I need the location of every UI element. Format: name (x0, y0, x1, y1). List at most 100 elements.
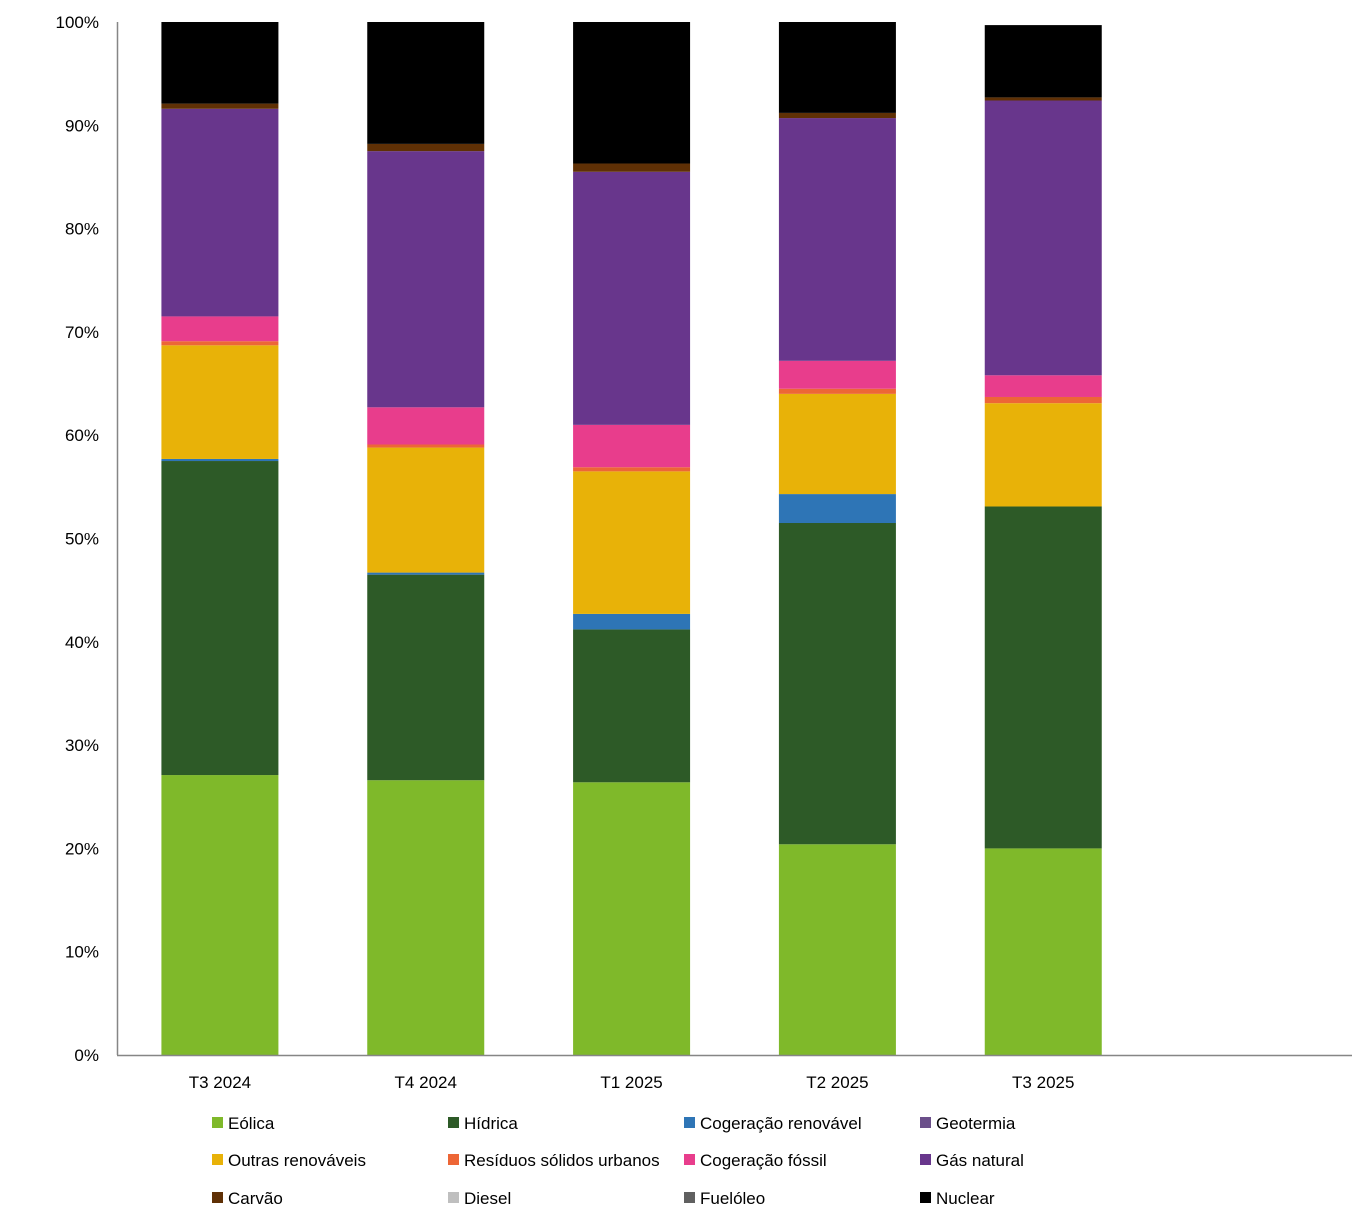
legend-swatch (920, 1192, 931, 1203)
legend-item: Carvão (212, 1189, 283, 1208)
bar-segment-cogeração-fóssil (573, 424, 691, 468)
legend-label: Outras renováveis (228, 1151, 366, 1170)
bar-segment-resíduos-sólidos-urbanos (161, 341, 279, 346)
bar-segment-gás-natural (161, 108, 279, 317)
bar-segment-outras-renováveis (573, 471, 691, 614)
bar-segment-hídrica (573, 629, 691, 783)
y-tick-label: 50% (65, 530, 99, 549)
legend-item: Cogeração fóssil (684, 1151, 827, 1170)
bar-segment-eólica (573, 782, 691, 1055)
legend-label: Nuclear (936, 1189, 995, 1208)
x-tick-label: T2 2025 (806, 1073, 868, 1092)
legend-label: Cogeração renovável (700, 1114, 862, 1133)
legend-item: Resíduos sólidos urbanos (448, 1151, 660, 1170)
x-tick-label: T3 2024 (189, 1073, 251, 1092)
x-tick-label: T4 2024 (395, 1073, 457, 1092)
bar-segment-eólica (367, 780, 485, 1055)
x-tick-label: T1 2025 (600, 1073, 662, 1092)
bar-segment-carvão (161, 103, 279, 109)
legend-swatch (448, 1192, 459, 1203)
legend-item: Fuelóleo (684, 1189, 765, 1208)
bar-segment-cogeração-fóssil (367, 407, 485, 445)
y-tick-label: 70% (65, 323, 99, 342)
bar-segment-outras-renováveis (161, 345, 279, 459)
bar-segment-eólica (161, 775, 279, 1055)
legend: Eólica Hídrica Cogeração renovável Geotermi… (212, 1114, 1024, 1208)
bar-segment-hídrica (367, 574, 485, 781)
bar-segment-outras-renováveis (778, 393, 896, 495)
bar-segment-hídrica (984, 506, 1102, 849)
bar-segment-gás-natural (573, 171, 691, 425)
legend-label: Fuelóleo (700, 1189, 765, 1208)
legend-item: Gás natural (920, 1151, 1024, 1170)
bar-segment-carvão (573, 163, 691, 172)
legend-label: Carvão (228, 1189, 283, 1208)
bar-segment-cogeração-fóssil (984, 375, 1102, 397)
bar-segment-eólica (778, 844, 896, 1055)
axes: T3 2024 T4 2024 T1 2025 T2 2025 T3 2025 0% 10%… (56, 13, 1352, 1092)
y-tick-label: 40% (65, 633, 99, 652)
bar-segment-cogeração-renovável (778, 494, 896, 524)
legend-item: Geotermia (920, 1114, 1016, 1133)
bar-segment-nuclear (984, 25, 1102, 98)
bar-segment-gás-natural (984, 100, 1102, 376)
legend-swatch (684, 1192, 695, 1203)
y-tick-label: 90% (65, 116, 99, 135)
y-tick-label: 80% (65, 220, 99, 239)
x-tick-label: T3 2025 (1012, 1073, 1074, 1092)
bar-segment-nuclear (573, 22, 691, 164)
bar-segment-resíduos-sólidos-urbanos (573, 467, 691, 472)
bar-segment-cogeração-fóssil (161, 316, 279, 342)
legend-swatch (684, 1117, 695, 1128)
bar-segment-carvão (367, 143, 485, 152)
bar-segment-outras-renováveis (984, 403, 1102, 507)
bar-segment-cogeração-fóssil (778, 360, 896, 389)
bar-segment-resíduos-sólidos-urbanos (367, 444, 485, 448)
legend-label: Cogeração fóssil (700, 1151, 827, 1170)
bar-segment-resíduos-sólidos-urbanos (778, 388, 896, 394)
bar-segment-nuclear (367, 22, 485, 144)
bar-segment-hídrica (778, 523, 896, 845)
bar-segment-nuclear (161, 22, 279, 104)
bar-segment-hídrica (161, 461, 279, 776)
legend-swatch (212, 1192, 223, 1203)
bar-segment-outras-renováveis (367, 447, 485, 573)
legend-swatch (212, 1117, 223, 1128)
bar-segment-carvão (984, 97, 1102, 101)
bar-segment-nuclear (778, 22, 896, 113)
legend-swatch (448, 1117, 459, 1128)
legend-label: Geotermia (936, 1114, 1016, 1133)
legend-item: Nuclear (920, 1189, 995, 1208)
y-tick-label: 100% (56, 13, 99, 32)
bar-segment-cogeração-renovável (161, 458, 279, 462)
y-tick-label: 30% (65, 736, 99, 755)
bar-segment-resíduos-sólidos-urbanos (984, 396, 1102, 404)
legend-swatch (684, 1154, 695, 1165)
legend-swatch (920, 1154, 931, 1165)
bar-segment-cogeração-renovável (573, 613, 691, 630)
legend-label: Eólica (228, 1114, 275, 1133)
legend-item: Eólica (212, 1114, 275, 1133)
bar-segment-gás-natural (367, 151, 485, 408)
bar-segment-eólica (984, 848, 1102, 1055)
y-tick-label: 0% (74, 1046, 99, 1065)
legend-item: Outras renováveis (212, 1151, 366, 1170)
legend-item: Hídrica (448, 1114, 518, 1133)
bar-segment-gás-natural (778, 118, 896, 361)
y-tick-label: 60% (65, 426, 99, 445)
legend-label: Gás natural (936, 1151, 1024, 1170)
legend-item: Cogeração renovável (684, 1114, 862, 1133)
legend-label: Hídrica (464, 1114, 518, 1133)
bar-segment-carvão (778, 112, 896, 119)
y-tick-label: 20% (65, 839, 99, 858)
legend-item: Diesel (448, 1189, 511, 1208)
bars (161, 22, 1102, 1055)
legend-swatch (448, 1154, 459, 1165)
y-tick-label: 10% (65, 943, 99, 962)
legend-swatch (920, 1117, 931, 1128)
legend-label: Diesel (464, 1189, 511, 1208)
legend-label: Resíduos sólidos urbanos (464, 1151, 660, 1170)
legend-swatch (212, 1154, 223, 1165)
bar-segment-cogeração-renovável (367, 572, 485, 575)
